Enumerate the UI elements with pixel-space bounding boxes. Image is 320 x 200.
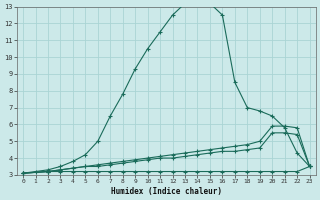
X-axis label: Humidex (Indice chaleur): Humidex (Indice chaleur) <box>111 187 222 196</box>
